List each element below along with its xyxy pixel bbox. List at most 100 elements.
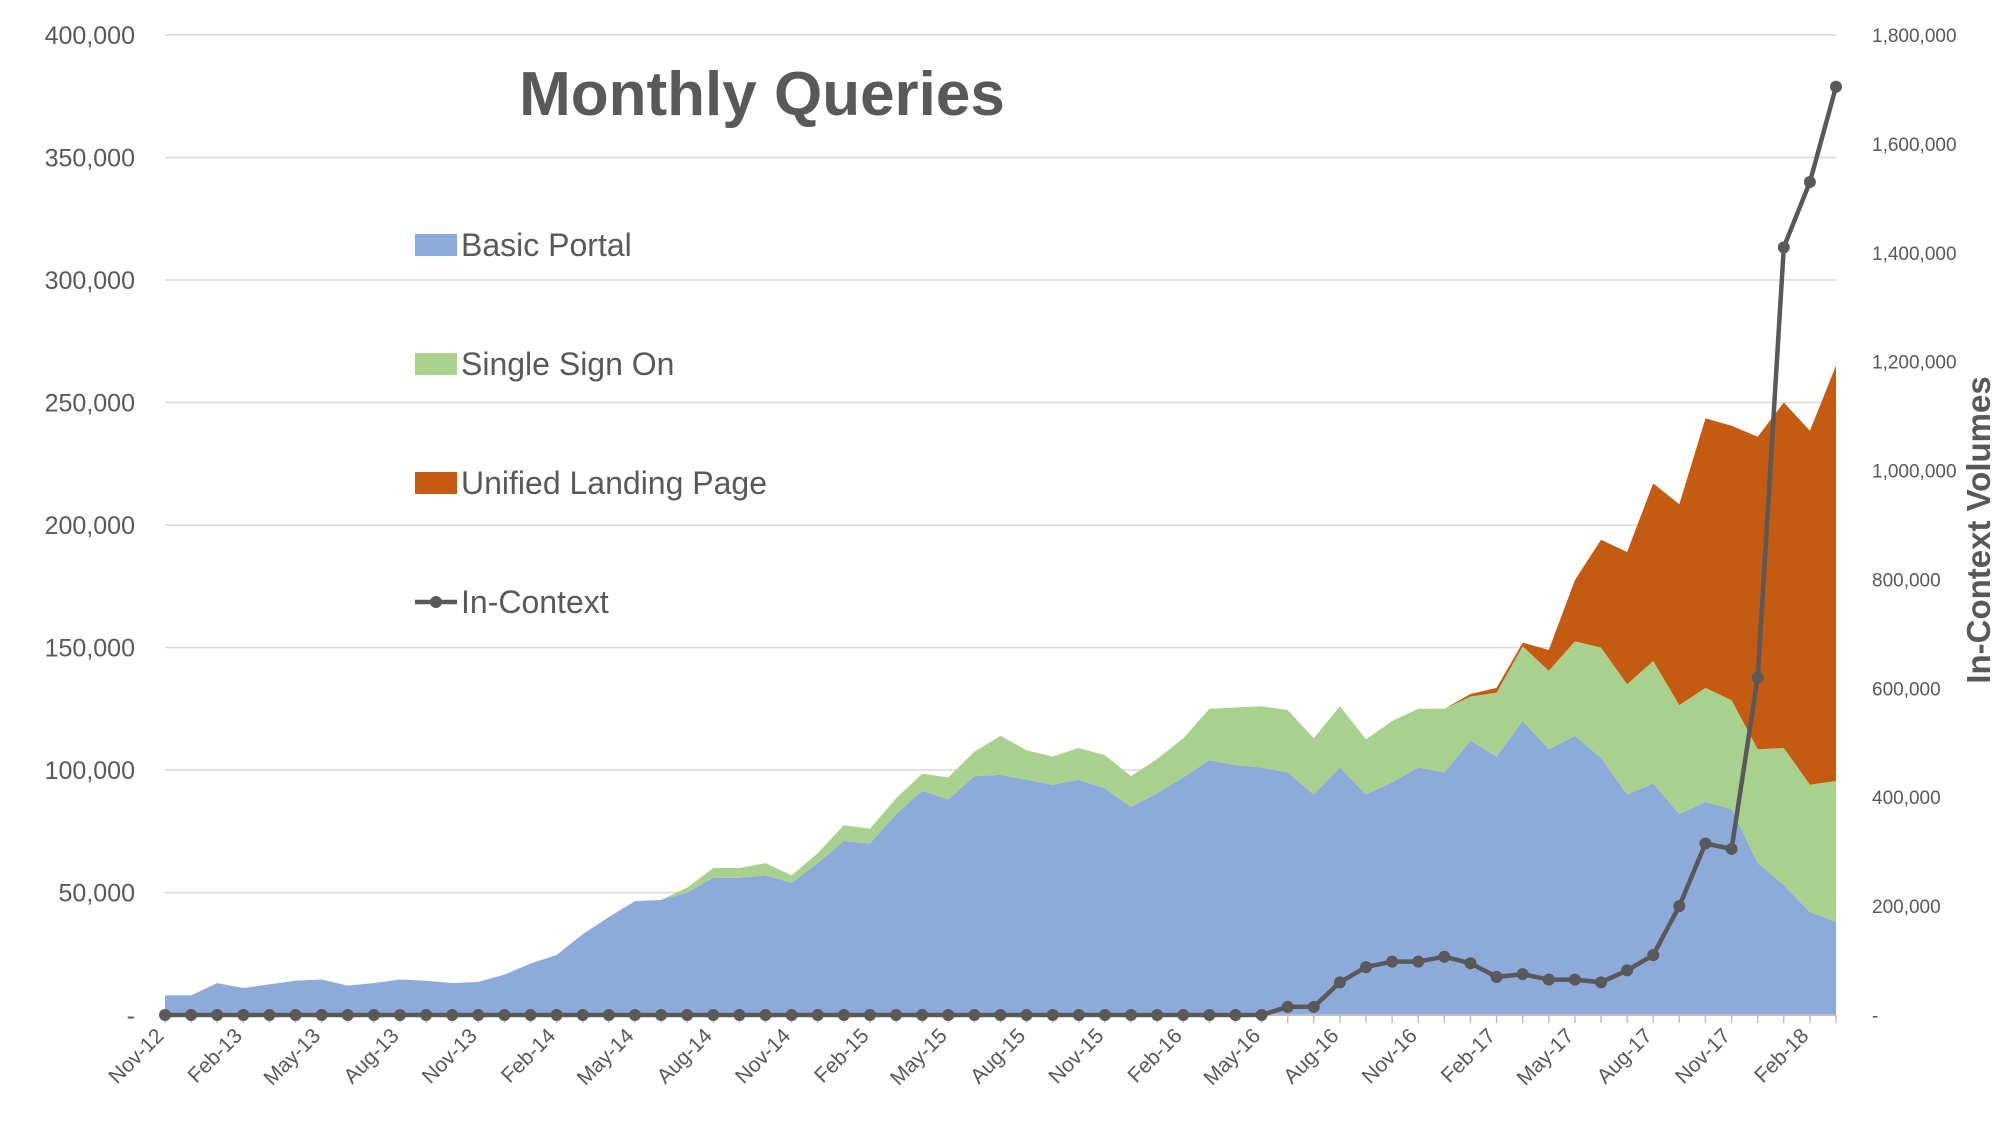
in-context-line-series (159, 80, 1842, 1021)
in-context-point (185, 1009, 198, 1021)
y-tick-label: 300,000 (45, 267, 135, 295)
in-context-point (1830, 80, 1842, 93)
y2-tick-label: 800,000 (1872, 570, 1941, 591)
y-tick-label: 400,000 (45, 22, 135, 50)
in-context-point (576, 1009, 589, 1021)
in-context-point (1595, 976, 1608, 989)
in-context-point (733, 1009, 746, 1021)
in-context-point (1151, 1009, 1164, 1021)
y2-tick-label: - (1872, 1006, 1878, 1027)
in-context-point (1412, 955, 1425, 968)
in-context-point (628, 1009, 641, 1021)
in-context-point (602, 1009, 615, 1021)
legend-label: Basic Portal (461, 227, 632, 263)
y2-tick-label: 200,000 (1872, 897, 1941, 918)
in-context-point (420, 1009, 433, 1021)
x-tick-label: Nov-17 (1671, 1024, 1735, 1088)
in-context-point (446, 1009, 459, 1021)
in-context-point (942, 1009, 955, 1021)
y2-tick-label: 1,000,000 (1872, 462, 1957, 483)
in-context-point (237, 1009, 250, 1021)
x-tick-label: Nov-12 (104, 1024, 168, 1088)
in-context-point (1020, 1009, 1033, 1021)
x-tick-label: Feb-13 (184, 1024, 247, 1087)
in-context-point (994, 1009, 1007, 1021)
in-context-point (472, 1009, 485, 1021)
in-context-point (1203, 1009, 1216, 1021)
x-tick-label: Nov-14 (731, 1024, 795, 1088)
in-context-point (1647, 949, 1660, 962)
in-context-point (1516, 968, 1529, 981)
in-context-point (890, 1009, 903, 1021)
in-context-point (524, 1009, 537, 1021)
x-tick-label: May-17 (1513, 1024, 1579, 1090)
x-tick-label: Aug-15 (966, 1024, 1030, 1088)
in-context-point (1542, 973, 1555, 986)
in-context-point (785, 1009, 798, 1021)
in-context-point (1751, 671, 1764, 684)
legend-swatch (415, 234, 457, 256)
in-context-point (1568, 973, 1581, 986)
in-context-point (655, 1009, 668, 1021)
y-tick-label: 200,000 (45, 512, 135, 540)
in-context-point (367, 1009, 380, 1021)
area-unified-landing-page (165, 365, 1836, 996)
in-context-point (498, 1009, 511, 1021)
in-context-point (1386, 955, 1399, 968)
y-tick-label: 100,000 (45, 757, 135, 785)
y-tick-label: 150,000 (45, 635, 135, 663)
in-context-point (837, 1009, 850, 1021)
in-context-point (315, 1009, 328, 1021)
in-context-point (1307, 1000, 1320, 1013)
y2-tick-label: 600,000 (1872, 679, 1941, 700)
in-context-point (1046, 1009, 1059, 1021)
in-context-point (1803, 176, 1816, 188)
in-context-point (1777, 241, 1790, 254)
in-context-point (1490, 970, 1503, 983)
x-tick-label: Aug-17 (1593, 1024, 1657, 1088)
y2-tick-label: 1,600,000 (1872, 135, 1957, 156)
in-context-point (1464, 957, 1477, 970)
x-tick-label: May-13 (259, 1024, 325, 1090)
in-context-point (1125, 1009, 1138, 1021)
x-tick-label: May-14 (573, 1024, 639, 1090)
in-context-point (1072, 1009, 1085, 1021)
x-tick-label: Feb-15 (810, 1024, 873, 1087)
in-context-point (811, 1009, 824, 1021)
in-context-point (211, 1009, 224, 1021)
legend-label: Unified Landing Page (461, 465, 767, 501)
in-context-point (968, 1009, 981, 1021)
y-tick-label: 250,000 (45, 390, 135, 418)
in-context-point (1699, 837, 1712, 850)
x-tick-label: May-15 (886, 1024, 952, 1090)
area-basic-portal (165, 721, 1836, 1015)
y-tick-label: 50,000 (59, 880, 135, 908)
in-context-point (289, 1009, 302, 1021)
in-context-point (916, 1009, 929, 1021)
x-tick-label: Feb-17 (1437, 1024, 1500, 1087)
x-tick-label: Feb-16 (1123, 1024, 1186, 1087)
x-tick-label: Aug-13 (339, 1024, 403, 1088)
in-context-point (1098, 1009, 1111, 1021)
in-context-point (759, 1009, 772, 1021)
x-tick-label: Nov-16 (1358, 1024, 1422, 1088)
in-context-point (550, 1009, 563, 1021)
legend-label: In-Context (461, 584, 609, 620)
legend-label: Single Sign On (461, 346, 674, 382)
in-context-point (707, 1009, 720, 1021)
legend-swatch (415, 353, 457, 375)
in-context-point (1725, 842, 1738, 855)
in-context-point (393, 1009, 406, 1021)
in-context-point (1281, 1000, 1294, 1013)
y2-tick-label: 1,200,000 (1872, 353, 1957, 374)
area-single-sign-on (165, 641, 1836, 996)
y-tick-label: - (127, 1002, 135, 1030)
y2-tick-label: 400,000 (1872, 788, 1941, 809)
legend: Basic Portal Single Sign On Unified Landin… (415, 227, 767, 620)
stacked-areas (165, 365, 1836, 1015)
chart-title: Monthly Queries (519, 60, 1005, 129)
in-context-point (1177, 1009, 1190, 1021)
in-context-point (863, 1009, 876, 1021)
